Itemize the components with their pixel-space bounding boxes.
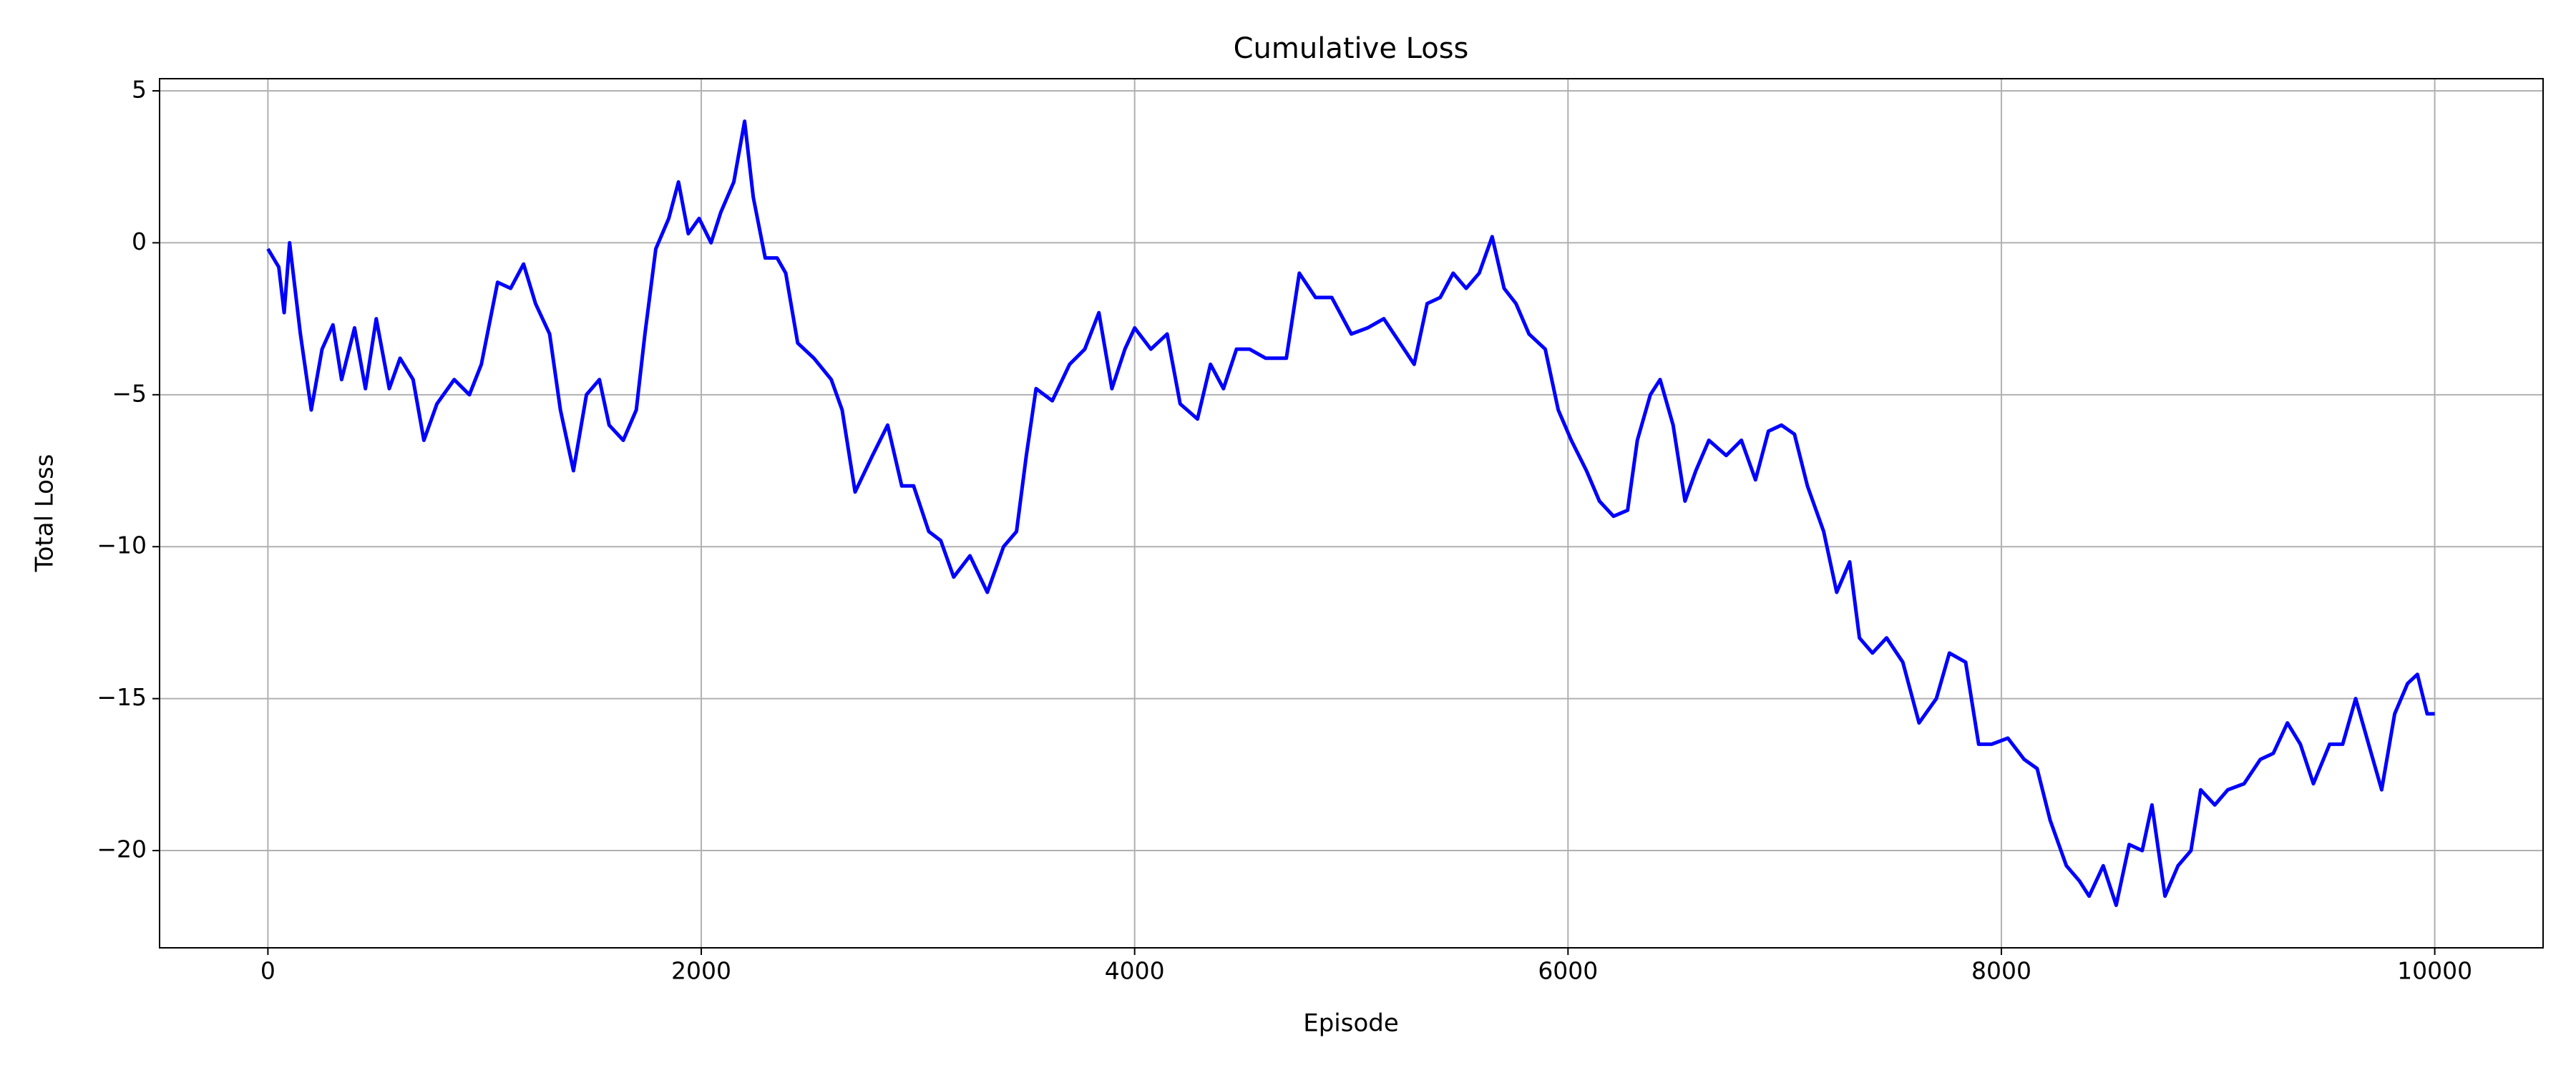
x-tick-label: 2000 xyxy=(671,957,731,985)
data-line xyxy=(266,119,2435,907)
y-tick-label: −5 xyxy=(112,379,147,407)
y-tick-label: −15 xyxy=(97,683,147,711)
plot-frame xyxy=(159,78,2544,949)
x-tick-label: 4000 xyxy=(1105,957,1165,985)
x-tick-label: 8000 xyxy=(1971,957,2031,985)
x-tick-label: 10000 xyxy=(2397,957,2472,985)
y-tick-label: 5 xyxy=(132,75,147,103)
chart-title: Cumulative Loss xyxy=(1234,32,1469,65)
x-tick-label: 0 xyxy=(260,957,275,985)
x-tick-label: 6000 xyxy=(1538,957,1598,985)
y-tick-label: −10 xyxy=(97,531,147,559)
y-axis-label: Total Loss xyxy=(31,454,59,573)
x-axis-label: Episode xyxy=(1303,1009,1399,1038)
y-tick-label: 0 xyxy=(132,227,147,255)
y-tick-label: −20 xyxy=(97,836,147,863)
